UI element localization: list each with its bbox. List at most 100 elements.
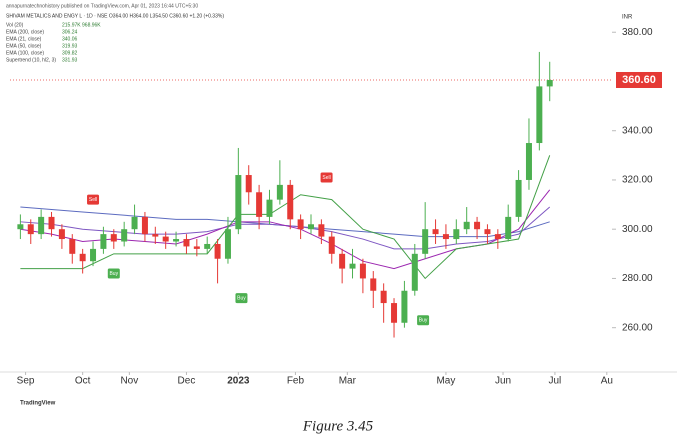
candle-body: [173, 239, 180, 242]
symbol-line: SHIVAM METALICS AND ENGY L · 1D · NSE O3…: [6, 13, 224, 19]
candle-body: [17, 224, 24, 230]
candle-body: [546, 79, 553, 87]
indicator-value: 215.97K 968.96K: [62, 22, 101, 28]
header: annapurnatechnohistory published on Trad…: [6, 3, 198, 9]
candle-body: [152, 234, 159, 237]
signal-label: Sell: [89, 197, 97, 203]
candle-body: [121, 229, 128, 242]
candle-body: [183, 239, 190, 247]
indicator-value: 309.82: [62, 50, 78, 56]
last-price-label: 360.60: [622, 74, 656, 86]
logo: TradingView: [20, 401, 56, 407]
candle-body: [494, 234, 501, 240]
x-tick-label: Au: [601, 376, 613, 387]
signal-label: Sell: [322, 175, 330, 181]
y-tick-label: 280.00: [622, 273, 653, 284]
y-tick-label: 340.00: [622, 125, 653, 136]
candle-body: [463, 221, 470, 230]
candle-body: [131, 216, 138, 230]
x-tick-label: Dec: [178, 376, 196, 387]
candle-body: [214, 243, 221, 259]
candle-body: [349, 263, 356, 269]
candle-body: [318, 224, 325, 237]
candle-body: [359, 263, 366, 279]
candle-body: [141, 216, 148, 235]
candle-body: [484, 229, 491, 235]
indicator-label: EMA (100, close): [6, 50, 44, 56]
indicator-label: EMA (21, close): [6, 36, 42, 42]
candle-body: [79, 253, 86, 262]
candle-body: [162, 236, 169, 242]
x-tick-label: 2023: [227, 376, 250, 387]
indicator-value: 319.93: [62, 43, 78, 49]
candle-body: [308, 224, 314, 230]
candle-body: [193, 246, 200, 249]
candle-body: [401, 290, 408, 323]
caption: Figure 3.45: [302, 418, 374, 434]
indicator-label: EMA (50, close): [6, 43, 42, 49]
candle-body: [411, 253, 418, 291]
candle-body: [48, 216, 55, 230]
indicator-label: EMA (200, close): [6, 29, 44, 35]
candle-body: [515, 179, 522, 217]
y-tick-label: 260.00: [622, 322, 653, 333]
candle-body: [391, 303, 398, 323]
candle-body: [536, 86, 543, 144]
indicator-value: 340.06: [62, 36, 78, 42]
candle-body: [380, 290, 387, 304]
candle-body: [525, 143, 532, 180]
candle-body: [276, 184, 283, 200]
indicator-label: Supertrend (10, hl2, 3): [6, 57, 56, 63]
signal-box: [417, 315, 430, 326]
x-tick-label: Sep: [17, 376, 35, 387]
candle-body: [69, 239, 76, 254]
candle-body: [297, 219, 304, 230]
signal-box: [235, 293, 248, 304]
signal-box: [320, 172, 333, 183]
currency: INR: [622, 15, 633, 21]
candle-body: [235, 175, 242, 230]
candle-body: [370, 278, 377, 291]
candle-body: [245, 175, 252, 193]
candle-body: [442, 234, 449, 240]
candle-body: [38, 216, 45, 235]
x-tick-label: Jun: [495, 376, 511, 387]
y-tick-label: 300.00: [622, 224, 653, 235]
indicator-label: Vol (20): [6, 22, 24, 28]
x-tick-label: May: [436, 376, 455, 387]
candle-body: [474, 221, 481, 230]
candle-body: [110, 234, 117, 242]
y-tick-label: 380.00: [622, 27, 653, 38]
indicator-value: 306.24: [62, 29, 78, 35]
candle-body: [224, 229, 231, 259]
candle-body: [339, 253, 346, 269]
candle-body: [505, 216, 512, 240]
signal-label: Buy: [419, 318, 428, 324]
x-tick-label: Jul: [549, 376, 562, 387]
signal-label: Buy: [109, 271, 118, 277]
x-tick-label: Mar: [339, 376, 357, 387]
last-price-box: [616, 71, 662, 88]
candle-body: [256, 192, 263, 217]
candle-body: [100, 234, 107, 249]
candle-body: [328, 236, 335, 254]
indicator-line: [20, 155, 551, 280]
candle-body: [27, 224, 34, 235]
signal-label: Buy: [237, 295, 246, 301]
x-tick-label: Oct: [75, 376, 91, 387]
x-tick-label: Nov: [120, 376, 138, 387]
candle-body: [58, 229, 65, 240]
candle-body: [90, 248, 97, 262]
signal-box: [87, 194, 100, 205]
candle-body: [266, 199, 273, 217]
candle-body: [432, 229, 439, 235]
signal-box: [107, 268, 120, 279]
indicator-value: 331.93: [62, 57, 78, 63]
candle-body: [422, 229, 429, 254]
x-tick-label: Feb: [287, 376, 305, 387]
y-tick-label: 320.00: [622, 175, 653, 186]
candle-body: [453, 229, 460, 240]
candle-body: [287, 184, 294, 220]
